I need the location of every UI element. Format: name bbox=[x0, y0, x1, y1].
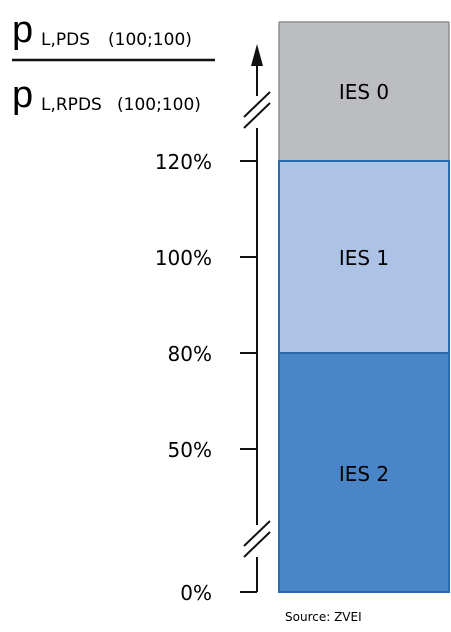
band-label-ies-1: IES 1 bbox=[339, 246, 389, 270]
numerator-subscript: L,PDS bbox=[41, 30, 90, 50]
tick-label-0: 0% bbox=[180, 581, 212, 605]
tick-label-100: 100% bbox=[155, 246, 212, 270]
source-note: Source: ZVEI bbox=[285, 610, 362, 624]
numerator-args: (100;100) bbox=[108, 30, 192, 50]
axis-break-top bbox=[243, 91, 271, 129]
axis-break-bottom bbox=[243, 520, 271, 558]
denominator-args: (100;100) bbox=[117, 95, 201, 115]
band-ies-0 bbox=[279, 22, 449, 161]
tick-label-120: 120% bbox=[155, 150, 212, 174]
denominator-symbol: p bbox=[12, 74, 33, 116]
band-ies-1 bbox=[279, 161, 449, 353]
tick-label-50: 50% bbox=[168, 438, 212, 462]
axis-arrowhead bbox=[251, 44, 263, 66]
band-label-ies-0: IES 0 bbox=[339, 80, 389, 104]
ies-bands: IES 0 IES 1 IES 2 bbox=[278, 21, 450, 593]
band-border bbox=[278, 160, 450, 593]
denominator-subscript: L,RPDS bbox=[41, 95, 102, 115]
axis-label-fraction: p L,PDS (100;100) p L,RPDS (100;100) bbox=[12, 9, 215, 116]
tick-label-80: 80% bbox=[168, 342, 212, 366]
band-ies-2 bbox=[279, 353, 449, 592]
y-axis: 120% 100% 80% 50% 0% bbox=[155, 44, 271, 605]
band-label-ies-2: IES 2 bbox=[339, 462, 389, 486]
numerator-symbol: p bbox=[12, 9, 33, 51]
